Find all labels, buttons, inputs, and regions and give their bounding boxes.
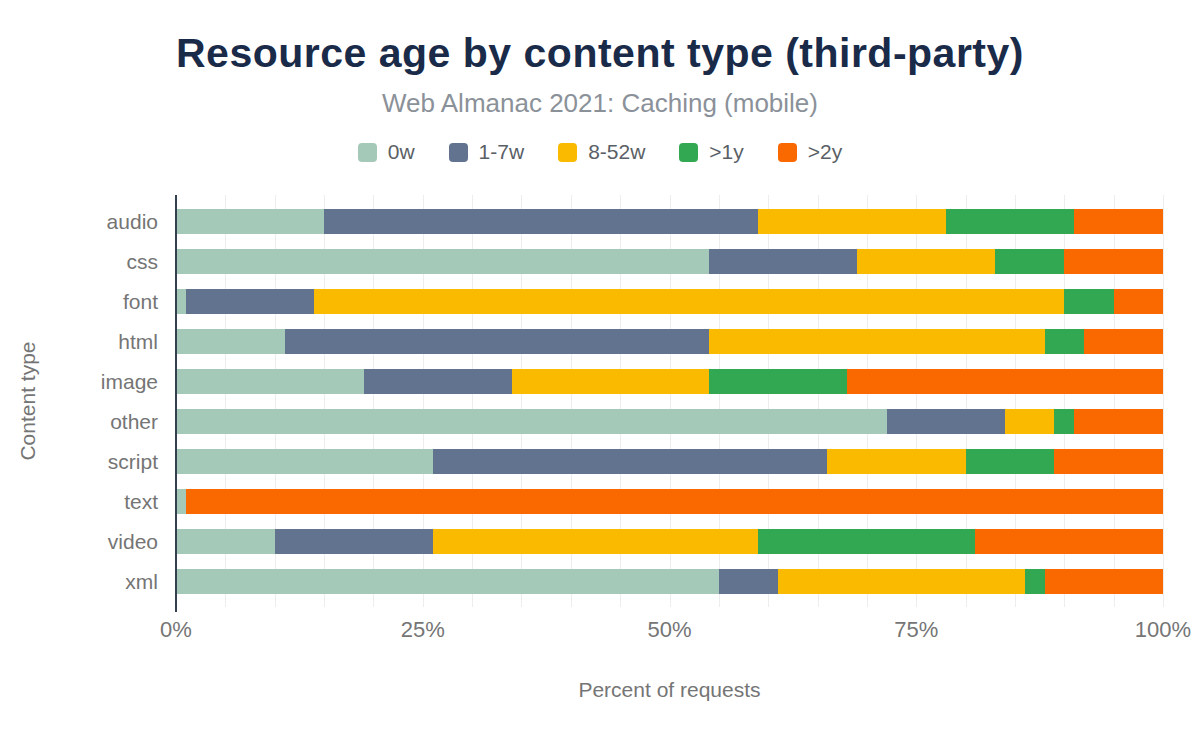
x-tick-label: 50% [647, 617, 691, 643]
legend-label: >2y [808, 140, 842, 164]
legend-item: >1y [679, 140, 743, 164]
x-tick-label: 25% [401, 617, 445, 643]
bar-segment-video-1-7w[interactable] [275, 529, 433, 554]
chart-subtitle: Web Almanac 2021: Caching (mobile) [0, 88, 1200, 119]
bar-segment-script-1-7w[interactable] [433, 449, 828, 474]
chart-legend: 0w 1-7w 8-52w >1y >2y [0, 140, 1200, 164]
x-tick-label: 0% [160, 617, 192, 643]
y-axis-line [175, 195, 177, 612]
bar-segment-image->1y[interactable] [709, 369, 847, 394]
bar-segment-other-1-7w[interactable] [887, 409, 1005, 434]
bar-segment-script-8-52w[interactable] [827, 449, 965, 474]
chart-container: Resource age by content type (third-part… [0, 0, 1200, 742]
row-label-audio: audio [0, 209, 166, 234]
bar-row-font [176, 289, 1163, 314]
legend-swatch [679, 143, 698, 162]
bar-segment-html-0w[interactable] [176, 329, 285, 354]
bar-segment-image-8-52w[interactable] [512, 369, 709, 394]
row-label-xml: xml [0, 569, 166, 594]
x-tick-label: 75% [894, 617, 938, 643]
bar-segment-xml->2y[interactable] [1045, 569, 1163, 594]
bar-row-video [176, 529, 1163, 554]
bar-segment-xml-1-7w[interactable] [719, 569, 778, 594]
bar-row-script [176, 449, 1163, 474]
bar-row-image [176, 369, 1163, 394]
bar-segment-xml-0w[interactable] [176, 569, 719, 594]
bar-segment-font-8-52w[interactable] [314, 289, 1064, 314]
bar-row-other [176, 409, 1163, 434]
bar-segment-audio-0w[interactable] [176, 209, 324, 234]
bar-segment-image-0w[interactable] [176, 369, 364, 394]
legend-swatch [449, 143, 468, 162]
legend-item: 8-52w [558, 140, 645, 164]
legend-label: >1y [709, 140, 743, 164]
bar-segment-font-0w[interactable] [176, 289, 186, 314]
bar-segment-image-1-7w[interactable] [364, 369, 512, 394]
bar-segment-audio->1y[interactable] [946, 209, 1074, 234]
legend-swatch [358, 143, 377, 162]
bar-segment-other-0w[interactable] [176, 409, 887, 434]
bar-segment-audio->2y[interactable] [1074, 209, 1163, 234]
bar-segment-script->2y[interactable] [1054, 449, 1163, 474]
bar-segment-xml-8-52w[interactable] [778, 569, 1025, 594]
bar-segment-html->2y[interactable] [1084, 329, 1163, 354]
bar-row-css [176, 249, 1163, 274]
bar-segment-html-1-7w[interactable] [285, 329, 709, 354]
bar-segment-video->2y[interactable] [975, 529, 1163, 554]
bar-row-text [176, 489, 1163, 514]
legend-item: 1-7w [449, 140, 525, 164]
x-tick-label: 100% [1135, 617, 1191, 643]
bar-segment-audio-1-7w[interactable] [324, 209, 758, 234]
gridline [1163, 195, 1164, 607]
y-axis-label: Content type [16, 311, 40, 491]
bar-segment-video->1y[interactable] [758, 529, 975, 554]
bar-segment-video-0w[interactable] [176, 529, 275, 554]
bar-segment-script-0w[interactable] [176, 449, 433, 474]
legend-label: 0w [388, 140, 415, 164]
bar-segment-css-8-52w[interactable] [857, 249, 995, 274]
legend-item: 0w [358, 140, 415, 164]
legend-label: 1-7w [479, 140, 525, 164]
bar-segment-text->2y[interactable] [186, 489, 1163, 514]
bar-segment-audio-8-52w[interactable] [758, 209, 946, 234]
row-label-css: css [0, 249, 166, 274]
bar-segment-font-1-7w[interactable] [186, 289, 314, 314]
legend-swatch [558, 143, 577, 162]
legend-label: 8-52w [588, 140, 645, 164]
bar-row-xml [176, 569, 1163, 594]
row-label-text: text [0, 489, 166, 514]
bar-segment-font->2y[interactable] [1114, 289, 1163, 314]
bar-segment-other->1y[interactable] [1054, 409, 1074, 434]
bar-row-audio [176, 209, 1163, 234]
bar-segment-css-1-7w[interactable] [709, 249, 857, 274]
chart-title: Resource age by content type (third-part… [0, 30, 1200, 77]
row-label-video: video [0, 529, 166, 554]
x-axis-label: Percent of requests [176, 678, 1163, 702]
x-axis-ticks: 0%25%50%75%100% [176, 617, 1163, 645]
bar-segment-script->1y[interactable] [966, 449, 1055, 474]
bar-segment-other->2y[interactable] [1074, 409, 1163, 434]
legend-item: >2y [778, 140, 842, 164]
bar-segment-image->2y[interactable] [847, 369, 1163, 394]
bar-segment-css->2y[interactable] [1064, 249, 1163, 274]
bar-segment-font->1y[interactable] [1064, 289, 1113, 314]
bar-row-html [176, 329, 1163, 354]
bar-segment-css->1y[interactable] [995, 249, 1064, 274]
bar-segment-xml->1y[interactable] [1025, 569, 1045, 594]
bar-segment-text-0w[interactable] [176, 489, 186, 514]
bars-area [176, 195, 1163, 607]
legend-swatch [778, 143, 797, 162]
bar-segment-html-8-52w[interactable] [709, 329, 1045, 354]
bar-segment-video-8-52w[interactable] [433, 529, 759, 554]
bar-segment-other-8-52w[interactable] [1005, 409, 1054, 434]
bar-segment-css-0w[interactable] [176, 249, 709, 274]
bar-segment-html->1y[interactable] [1045, 329, 1084, 354]
